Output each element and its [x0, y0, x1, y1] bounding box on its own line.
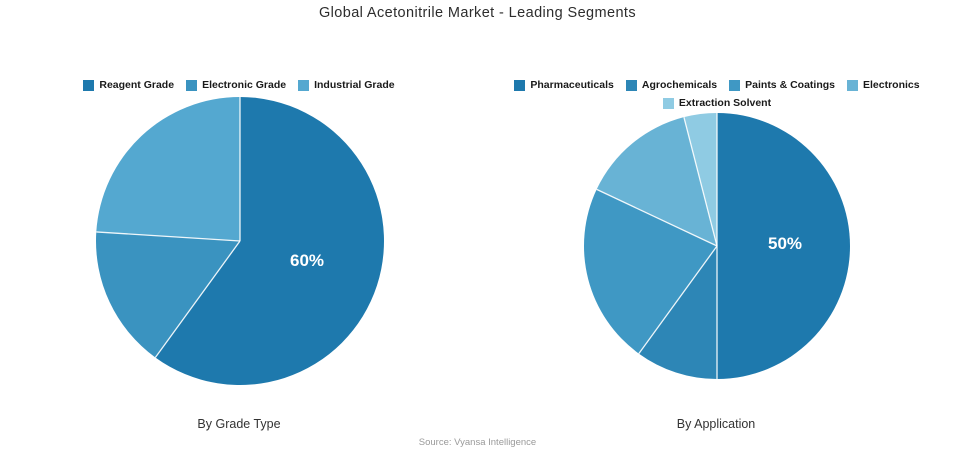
legend-item-label: Pharmaceuticals [530, 79, 614, 91]
legend-item-label: Extraction Solvent [678, 97, 772, 109]
pie-slice-industrial-grade [96, 97, 240, 241]
pie-svg [584, 113, 850, 379]
chart-caption-application: By Application [676, 417, 756, 431]
legend-item-electronic-grade[interactable]: Electronic Grade [186, 79, 286, 91]
slice-divider [596, 188, 718, 247]
legend-item-label: Agrochemicals [641, 79, 718, 91]
source-attribution: Source: Vyansa Intelligence [418, 437, 537, 448]
pie-slice-agrochemicals [638, 246, 717, 379]
legend-item-label: Electronics [863, 79, 920, 91]
legend-item-reagent-grade[interactable]: Reagent Grade [83, 79, 174, 91]
slice-value-label-grade: 60% [289, 251, 325, 270]
legend-swatch [186, 79, 198, 91]
legend-item-extraction-solvent[interactable]: Extraction Solvent [662, 97, 772, 109]
slice-divider [638, 245, 718, 354]
legend-item-paints-coatings[interactable]: Paints & Coatings [729, 79, 835, 91]
legend-grade-type: Reagent Grade Electronic Grade Industrial … [0, 79, 478, 91]
legend-swatch [298, 79, 310, 91]
legend-swatch [729, 79, 741, 91]
legend-item-label: Reagent Grade [99, 79, 175, 91]
pie-slice-electronics [596, 117, 717, 246]
page-title: Global Acetonitrile Market - Leading Seg… [318, 5, 637, 21]
legend-application: Pharmaceuticals Agrochemicals Paints & Coa… [488, 79, 946, 109]
slice-divider [683, 117, 718, 247]
pie-slice-electronic-grade [96, 231, 240, 358]
slice-value-label-application: 50% [767, 234, 803, 253]
slice-divider [96, 231, 241, 242]
legend-item-electronics[interactable]: Electronics [847, 79, 920, 91]
pie-slice-reagent-grade [155, 97, 384, 385]
legend-item-pharmaceuticals[interactable]: Pharmaceuticals [514, 79, 614, 91]
legend-item-label: Paints & Coatings [745, 79, 835, 91]
legend-item-label: Industrial Grade [314, 79, 395, 91]
legend-swatch [514, 79, 526, 91]
legend-item-industrial-grade[interactable]: Industrial Grade [298, 79, 395, 91]
legend-swatch [625, 79, 637, 91]
chart-caption-grade-type: By Grade Type [197, 417, 281, 431]
legend-item-agrochemicals[interactable]: Agrochemicals [625, 79, 718, 91]
slice-divider [154, 240, 241, 358]
legend-item-label: Electronic Grade [202, 79, 287, 91]
legend-swatch [847, 79, 858, 91]
legend-swatch [662, 97, 674, 109]
legend-swatch [83, 79, 95, 91]
pie-svg [96, 97, 384, 385]
pie-slice-pharmaceuticals [717, 113, 850, 379]
